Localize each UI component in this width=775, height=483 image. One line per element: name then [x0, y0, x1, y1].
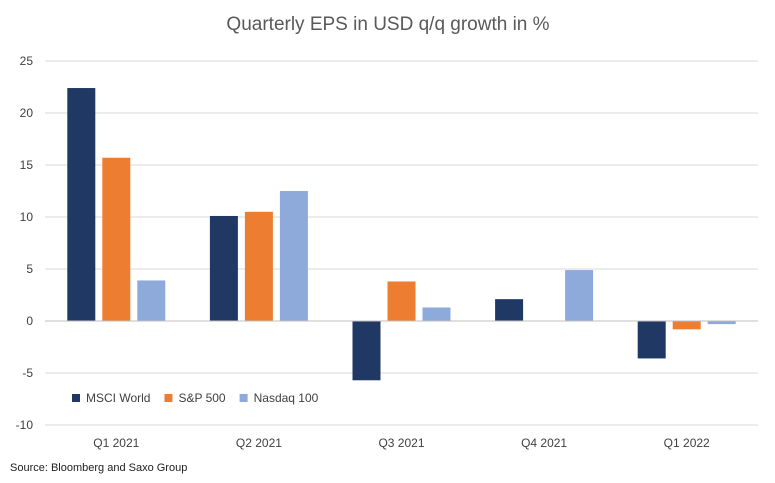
bar-nasdaq-100-4: [707, 321, 736, 325]
bar-s-p-500-0: [102, 157, 131, 321]
x-tick-label: Q2 2021: [236, 436, 282, 450]
y-tick-label: -10: [16, 418, 34, 432]
legend-label-nasdaq-100: Nasdaq 100: [254, 391, 319, 405]
legend-swatch-msci-world: [72, 394, 80, 402]
bar-s-p-500-1: [244, 211, 273, 321]
bars: [67, 88, 736, 381]
y-tick-label: 25: [20, 54, 34, 68]
bar-msci-world-0: [67, 88, 96, 321]
bar-msci-world-1: [209, 215, 238, 321]
bar-nasdaq-100-0: [137, 280, 166, 321]
legend-swatch-nasdaq-100: [239, 394, 248, 402]
legend-swatch-s-p-500: [164, 394, 173, 402]
bar-msci-world-2: [352, 321, 381, 381]
legend: MSCI World S&P 500 Nasdaq 100: [72, 391, 319, 405]
y-tick-label: 10: [20, 210, 34, 224]
bar-msci-world-3: [495, 299, 524, 321]
bar-nasdaq-100-1: [279, 191, 308, 321]
grid-lines: [45, 60, 758, 426]
bar-nasdaq-100-3: [565, 270, 594, 321]
x-axis-tick-labels: Q1 2021 Q2 2021 Q3 2021 Q4 2021 Q1 2022: [93, 436, 710, 450]
bar-nasdaq-100-2: [422, 307, 451, 321]
x-tick-label: Q4 2021: [521, 436, 567, 450]
legend-label-s-p-500: S&P 500: [178, 391, 225, 405]
y-axis-tick-labels: -10 -5 0 5 10 15 20 25: [16, 54, 34, 432]
x-tick-label: Q1 2021: [93, 436, 139, 450]
bar-msci-world-4: [637, 321, 666, 359]
bar-s-p-500-4: [672, 321, 701, 330]
bar-s-p-500-2: [387, 281, 416, 321]
chart-title: Quarterly EPS in USD q/q growth in %: [226, 14, 549, 35]
x-tick-label: Q3 2021: [378, 436, 424, 450]
y-tick-label: 15: [20, 158, 34, 172]
y-tick-label: -5: [22, 366, 33, 380]
y-tick-label: 5: [26, 262, 33, 276]
source-note: Source: Bloomberg and Saxo Group: [10, 462, 187, 474]
y-tick-label: 20: [20, 106, 34, 120]
y-tick-label: 0: [26, 314, 33, 328]
x-tick-label: Q1 2022: [664, 436, 710, 450]
legend-label-msci-world: MSCI World: [86, 391, 150, 405]
